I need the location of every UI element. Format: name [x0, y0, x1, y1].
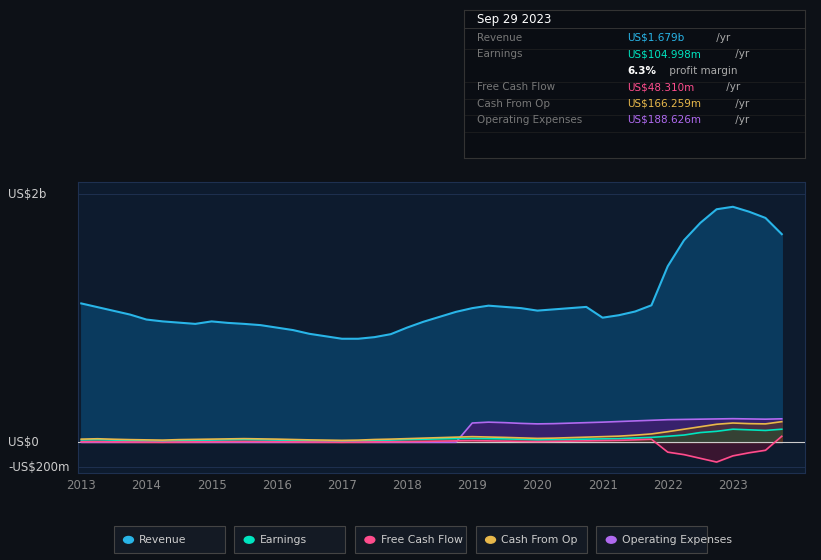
- Text: Operating Expenses: Operating Expenses: [478, 115, 583, 125]
- Text: Earnings: Earnings: [260, 535, 307, 545]
- Text: Operating Expenses: Operating Expenses: [622, 535, 732, 545]
- Text: Cash From Op: Cash From Op: [478, 99, 551, 109]
- Text: Revenue: Revenue: [139, 535, 186, 545]
- Text: /yr: /yr: [732, 115, 750, 125]
- Text: Sep 29 2023: Sep 29 2023: [478, 13, 552, 26]
- Text: Free Cash Flow: Free Cash Flow: [381, 535, 462, 545]
- Text: /yr: /yr: [713, 32, 731, 43]
- Text: /yr: /yr: [722, 82, 740, 92]
- Text: /yr: /yr: [732, 99, 750, 109]
- Text: US$188.626m: US$188.626m: [627, 115, 701, 125]
- Text: Cash From Op: Cash From Op: [502, 535, 578, 545]
- Text: Earnings: Earnings: [478, 49, 523, 59]
- Text: US$1.679b: US$1.679b: [627, 32, 685, 43]
- Text: US$2b: US$2b: [8, 188, 47, 201]
- Text: US$104.998m: US$104.998m: [627, 49, 701, 59]
- Text: Free Cash Flow: Free Cash Flow: [478, 82, 556, 92]
- Text: Revenue: Revenue: [478, 32, 523, 43]
- Text: profit margin: profit margin: [666, 66, 737, 76]
- Text: 6.3%: 6.3%: [627, 66, 657, 76]
- Text: US$0: US$0: [8, 436, 39, 449]
- Text: US$48.310m: US$48.310m: [627, 82, 695, 92]
- Text: US$166.259m: US$166.259m: [627, 99, 701, 109]
- Text: /yr: /yr: [732, 49, 750, 59]
- Text: -US$200m: -US$200m: [8, 460, 70, 474]
